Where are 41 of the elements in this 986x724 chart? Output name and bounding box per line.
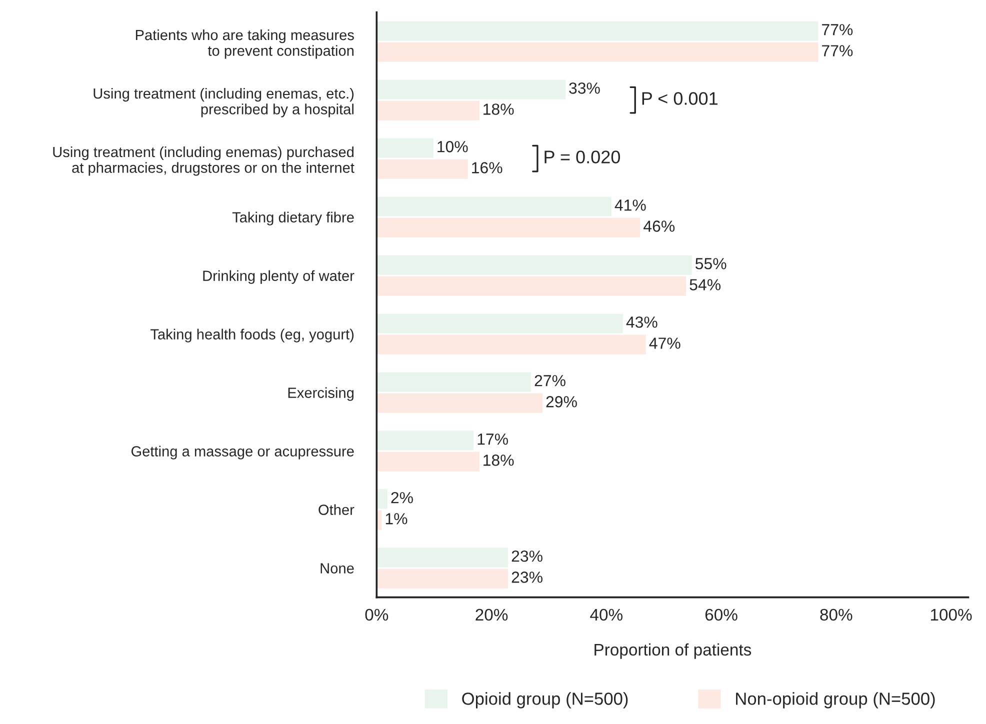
data-label: 33% bbox=[569, 82, 600, 94]
y-tick-label: Taking dietary fibre bbox=[232, 212, 354, 226]
annotation: P < 0.001 bbox=[642, 92, 718, 105]
x-tick-label: 40% bbox=[590, 608, 622, 621]
annotation: P = 0.020 bbox=[544, 150, 620, 164]
data-label: 41% bbox=[614, 200, 646, 211]
y-tick-label: Exercising bbox=[288, 387, 354, 401]
y-tick-label: Using treatment (including enemas, etc.) prescribed by a hospital bbox=[94, 88, 354, 118]
data-label: 10% bbox=[438, 141, 468, 152]
data-label: 47% bbox=[649, 338, 680, 349]
x-tick-label: 80% bbox=[820, 608, 852, 621]
y-tick-label: None bbox=[320, 563, 354, 574]
legend-label: Opioid group (N=500) bbox=[462, 692, 628, 708]
data-label: 77% bbox=[822, 24, 853, 36]
x-tick-label: 20% bbox=[476, 608, 508, 621]
x-tick-label: 60% bbox=[705, 608, 738, 621]
y-tick-label: Taking health foods (eg, yogurt) bbox=[150, 328, 354, 342]
data-label: 18% bbox=[484, 454, 514, 466]
x-tick-label: 0% bbox=[365, 608, 388, 621]
data-label: 16% bbox=[472, 162, 502, 174]
data-label: 55% bbox=[695, 258, 726, 270]
y-tick-label: Using treatment (including enemas) purchased at pharmacies, drugstores or on the internet bbox=[53, 146, 354, 176]
y-tick-label: Patients who are taking measures to prevent constipation bbox=[136, 29, 354, 59]
data-label: 77% bbox=[822, 45, 853, 56]
y-tick-label: Drinking plenty of water bbox=[203, 270, 354, 284]
data-label: 23% bbox=[512, 572, 542, 583]
data-label: 43% bbox=[626, 316, 658, 328]
data-label: 17% bbox=[478, 434, 508, 445]
data-label: 54% bbox=[690, 279, 721, 290]
x-axis-title: Proportion of patients bbox=[594, 643, 752, 659]
data-label: 2% bbox=[391, 492, 413, 504]
y-tick-label: Getting a massage or acupressure bbox=[131, 446, 354, 460]
x-tick-label: 100% bbox=[930, 608, 972, 621]
data-label: 1% bbox=[386, 513, 408, 524]
legend-label: Non-opioid group (N=500) bbox=[736, 692, 935, 708]
data-label: 23% bbox=[512, 550, 542, 562]
data-label: 27% bbox=[534, 375, 566, 386]
data-label: 46% bbox=[644, 220, 675, 232]
data-label: 18% bbox=[484, 104, 514, 115]
y-tick-label: Other bbox=[318, 504, 354, 515]
data-label: 29% bbox=[546, 396, 577, 408]
